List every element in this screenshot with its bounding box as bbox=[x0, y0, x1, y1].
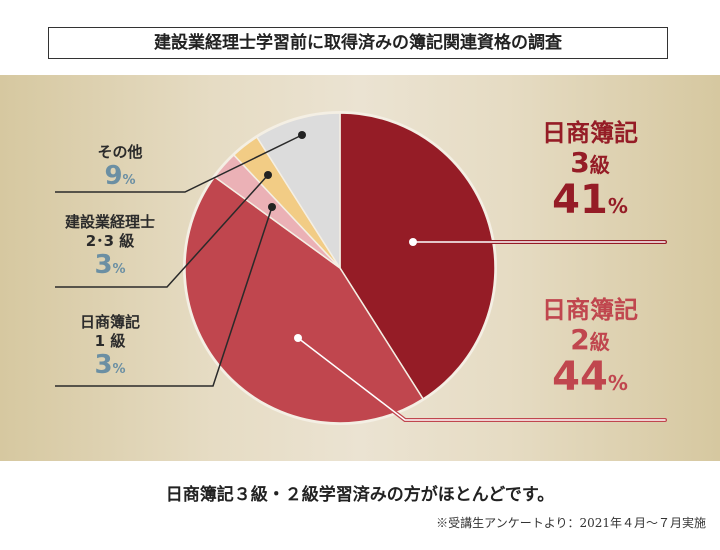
leader-dot-grade1 bbox=[268, 203, 276, 211]
label-grade3-name: 日商簿記 bbox=[542, 119, 638, 147]
leader-dot-kensetsu bbox=[264, 171, 272, 179]
pie-slice-1 bbox=[184, 175, 425, 424]
leader-line-kensetsu bbox=[55, 174, 269, 288]
label-grade1-pct: 3 bbox=[94, 350, 113, 380]
label-grade3: 日商簿記 3級 41% bbox=[520, 118, 660, 228]
label-grade1-grade: 1 級 bbox=[94, 332, 126, 350]
leader-lines bbox=[55, 131, 667, 422]
pie-slice-0 bbox=[339, 112, 496, 400]
leader-dot-other bbox=[298, 131, 306, 139]
summary-text: 日商簿記３級・２級学習済みの方がほとんどです。 bbox=[165, 485, 555, 505]
label-other-name: その他 bbox=[97, 143, 143, 161]
label-other: その他 9% bbox=[60, 143, 180, 195]
label-kensetsu-pct: 3 bbox=[94, 250, 113, 280]
leader-line-grade1 bbox=[55, 206, 273, 387]
label-kensetsu-name: 建設業経理士 bbox=[64, 213, 155, 231]
label-grade1-name: 日商簿記 bbox=[79, 313, 140, 331]
label-other-pct: 9 bbox=[104, 161, 123, 191]
leader-line-other bbox=[55, 134, 303, 193]
label-grade2: 日商簿記 2級 44% bbox=[520, 295, 660, 405]
label-kensetsu-grade: 2･3 級 bbox=[85, 232, 135, 250]
label-grade1: 日商簿記 1 級 3% bbox=[50, 313, 170, 384]
label-grade3-pct: 41 bbox=[552, 177, 608, 223]
leader-dot-grade2 bbox=[294, 334, 302, 342]
leader-dot-grade3 bbox=[409, 238, 417, 246]
chart-title: 建設業経理士学習前に取得済みの簿記関連資格の調査 bbox=[48, 27, 668, 59]
label-kensetsu: 建設業経理士 2･3 級 3% bbox=[50, 213, 170, 284]
pie-slice-4 bbox=[255, 112, 341, 271]
label-grade2-pct: 44 bbox=[552, 354, 608, 400]
source-note: ※受講生アンケートより：2021年４月～７月実施 bbox=[436, 516, 706, 530]
label-grade2-name: 日商簿記 bbox=[542, 296, 638, 324]
